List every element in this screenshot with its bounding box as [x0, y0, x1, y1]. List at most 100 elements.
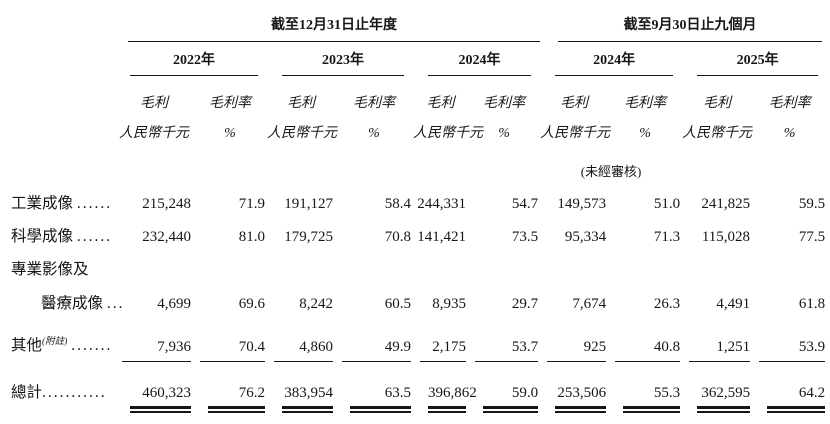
cell-gross-margin: 26.3 [653, 296, 681, 312]
empty-cell [267, 246, 335, 279]
year-header-2022: 2022年 [130, 49, 258, 76]
col-unit-rmb-thousand: 人民幣千元 [682, 126, 753, 141]
cell-gross-profit: 232,440 [142, 229, 191, 245]
dot-leader: ... [106, 295, 125, 312]
cell-gross-profit: 7,936 [115, 313, 193, 362]
cell-gross-margin: 61.8 [798, 296, 826, 312]
cell-gross-profit: 215,248 [142, 196, 191, 212]
col-header-gross-profit: 毛利 [140, 96, 168, 111]
cell-gross-profit: 925 [540, 313, 608, 362]
unaudited-note: (未經審核) [580, 164, 642, 179]
cell-gross-margin: 53.7 [468, 313, 540, 362]
dot-leader: ...... [76, 195, 113, 212]
col-unit-percent: % [498, 126, 510, 141]
table-row-total: 總計........... 460,323 76.2 383,954 63.5 … [3, 362, 827, 413]
row-label-others: 其他(附註) ....... [11, 336, 113, 354]
cell-gross-profit: 149,573 [557, 196, 607, 212]
col-unit-rmb-thousand: 人民幣千元 [119, 126, 189, 141]
col-header-gross-margin: 毛利率 [768, 96, 811, 111]
gross-profit-table: 截至12月31日止年度 截至9月30日止九個月 2022年 2023年 2024… [3, 8, 827, 413]
cell-total-gross-profit: 253,506 [540, 362, 608, 413]
row-label-industrial-imaging: 工業成像 ...... [11, 195, 113, 212]
col-unit-percent: % [224, 126, 236, 141]
cell-gross-profit: 191,127 [284, 196, 333, 212]
cell-gross-margin: 58.4 [384, 196, 411, 212]
cell-gross-profit: 241,825 [701, 196, 751, 212]
col-unit-rmb-thousand: 人民幣千元 [540, 126, 611, 141]
col-header-gross-margin: 毛利率 [209, 96, 251, 111]
col-header-gross-profit: 毛利 [426, 96, 455, 111]
cell-gross-margin: 69.6 [238, 296, 265, 312]
cell-gross-margin: 71.3 [653, 229, 681, 245]
empty-cell [335, 246, 413, 279]
empty-cell [608, 246, 682, 279]
cell-total-gross-profit: 362,595 [682, 362, 752, 413]
col-header-gross-profit: 毛利 [703, 96, 732, 111]
empty-cell [193, 246, 267, 279]
dot-leader: ...... [76, 228, 113, 245]
empty-cell [752, 246, 827, 279]
cell-gross-margin: 51.0 [653, 196, 681, 212]
empty-cell [413, 246, 468, 279]
cell-gross-margin: 54.7 [511, 196, 539, 212]
period-group-title-annual: 截至12月31日止年度 [128, 14, 541, 42]
cell-gross-margin: 53.9 [752, 313, 827, 362]
cell-total-gross-profit: 460,323 [115, 362, 193, 413]
cell-gross-margin: 71.9 [238, 196, 265, 212]
period-group-row: 截至12月31日止年度 截至9月30日止九個月 [3, 8, 827, 42]
cell-gross-margin: 70.4 [193, 313, 267, 362]
footnote-marker: (附註) [42, 336, 68, 347]
empty-cell [3, 142, 540, 180]
cell-gross-profit: 244,331 [417, 196, 466, 212]
cell-gross-profit: 8,242 [299, 296, 333, 312]
col-header-gross-margin: 毛利率 [624, 96, 667, 111]
cell-gross-profit: 7,674 [572, 296, 607, 312]
cell-gross-profit: 115,028 [701, 229, 751, 245]
empty-cell [3, 112, 115, 142]
empty-cell [540, 246, 608, 279]
cell-gross-profit: 141,421 [417, 229, 466, 245]
dot-leader: ........... [42, 384, 107, 401]
cell-total-gross-profit: 396,862 [413, 362, 477, 413]
cell-gross-profit: 2,175 [413, 313, 468, 362]
empty-cell [3, 76, 115, 112]
table-row-others: 其他(附註) ....... 7,936 70.4 4,860 49.9 2,1… [3, 313, 827, 362]
cell-gross-margin: 60.5 [384, 296, 411, 312]
row-label-medical-imaging: 醫療成像 ... [41, 295, 125, 312]
unaudited-note-row: (未經審核) [3, 142, 827, 180]
dot-leader: ....... [71, 337, 113, 354]
period-group-title-nine-months: 截至9月30日止九個月 [558, 14, 823, 42]
cell-gross-profit: 8,935 [432, 296, 466, 312]
cell-gross-profit: 95,334 [564, 229, 607, 245]
empty-cell [682, 142, 827, 180]
col-header-gross-profit: 毛利 [560, 96, 589, 111]
cell-gross-profit: 179,725 [284, 229, 333, 245]
col-unit-percent: % [783, 126, 796, 141]
corner-cell [3, 8, 115, 42]
cell-gross-margin: 81.0 [238, 229, 265, 245]
year-header-2023: 2023年 [282, 49, 404, 76]
table-row-professional-imaging: 專業影像及 [3, 246, 827, 279]
col-header-gross-profit: 毛利 [287, 96, 315, 111]
cell-gross-margin: 73.5 [511, 229, 539, 245]
cell-gross-profit: 1,251 [682, 313, 752, 362]
cell-total-gross-profit: 383,954 [267, 362, 335, 413]
cell-gross-profit: 4,491 [716, 296, 751, 312]
empty-cell [682, 246, 752, 279]
col-unit-percent: % [639, 126, 651, 141]
cell-total-gross-margin: 59.0 [468, 362, 540, 413]
cell-gross-margin: 70.8 [384, 229, 411, 245]
year-header-2025-nine-months: 2025年 [697, 49, 819, 76]
col-unit-rmb-thousand: 人民幣千元 [413, 126, 483, 141]
col-unit-rmb-thousand: 人民幣千元 [267, 126, 337, 141]
table-row-medical-imaging: 醫療成像 ... 4,699 69.6 8,242 60.5 8,935 29.… [3, 279, 827, 313]
cell-gross-margin: 59.5 [798, 196, 826, 212]
cell-gross-margin: 77.5 [798, 229, 826, 245]
cell-total-gross-margin: 76.2 [193, 362, 267, 413]
cell-gross-profit: 4,699 [157, 296, 191, 312]
year-header-row: 2022年 2023年 2024年 2024年 2025年 [3, 42, 827, 76]
cell-gross-margin: 40.8 [608, 313, 682, 362]
unit-header-row: 人民幣千元 % 人民幣千元 % 人民幣千元 % 人民幣千元 % 人民幣千元 % [3, 112, 827, 142]
row-label-scientific-imaging: 科學成像 ...... [11, 228, 113, 245]
empty-cell [115, 246, 193, 279]
